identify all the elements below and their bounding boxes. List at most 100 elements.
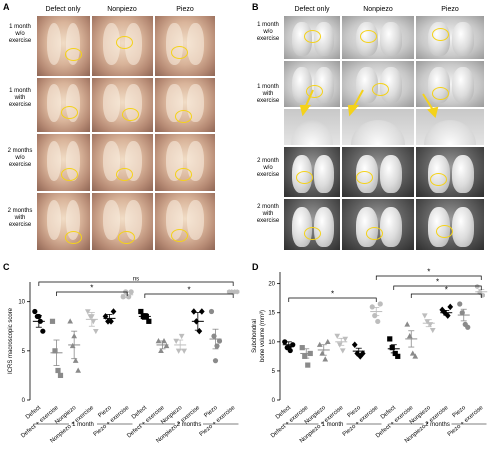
y-tick-label: 15 [268, 311, 275, 317]
data-point [212, 358, 219, 364]
data-point [55, 367, 61, 374]
data-point [342, 336, 349, 342]
data-point [72, 357, 79, 363]
ct-render [341, 198, 415, 251]
ct-render [283, 60, 341, 108]
significance-label: * [90, 284, 93, 293]
panel-b-row-3: 2 month w/o exercise [256, 158, 280, 178]
ct-cross-section [415, 108, 485, 146]
ct-render [415, 146, 485, 198]
y-tick-label: 5 [272, 369, 276, 375]
data-point [90, 319, 97, 325]
y-tick-label: 20 [268, 282, 275, 288]
data-point [409, 350, 416, 356]
data-point [406, 333, 413, 339]
data-point [447, 303, 454, 311]
panel-a-row-3: 2 months w/o exercise [7, 148, 33, 168]
data-point [163, 342, 170, 349]
data-point [57, 372, 64, 379]
ct-render [415, 15, 485, 60]
data-point [40, 328, 46, 334]
data-point [198, 308, 205, 315]
data-point [351, 341, 358, 348]
significance-label: ns [133, 277, 139, 283]
defect-circle-icon [432, 28, 449, 41]
data-point [457, 301, 463, 307]
data-point [216, 338, 223, 344]
panel-a-row-4: 2 months with exercise [7, 208, 33, 228]
significance-bracket [288, 297, 377, 302]
defect-circle-icon [175, 168, 192, 181]
data-point [32, 308, 38, 315]
knee-photo [91, 77, 154, 133]
data-point [392, 350, 398, 357]
panel-b-row-2: 1 month with exercise [256, 84, 280, 104]
zoom-arrow-head-icon [299, 105, 311, 117]
defect-circle-icon [296, 171, 313, 184]
knee-photo [154, 192, 216, 251]
data-point [190, 308, 197, 315]
data-point [389, 345, 395, 351]
ct-render [283, 15, 341, 60]
defect-circle-icon [432, 87, 449, 100]
panel-b-col-defect: Defect only [294, 6, 330, 13]
panel-b-col-piezo: Piezo [441, 6, 459, 13]
y-tick-label: 10 [18, 300, 25, 306]
significance-label: * [445, 286, 448, 295]
data-point [75, 367, 82, 373]
panel-a-row-2: 1 month with exercise [8, 88, 32, 108]
knee-photo [36, 15, 91, 77]
significance-bracket [410, 293, 482, 298]
y-axis-label: Subchondral [252, 319, 258, 353]
significance-label: * [436, 278, 439, 287]
data-point [375, 318, 381, 325]
data-point [359, 350, 366, 357]
defect-circle-icon [171, 46, 188, 59]
defect-circle-icon [122, 108, 139, 121]
ct-cross-section [341, 108, 415, 146]
significance-bracket [56, 291, 128, 296]
knee-photo [36, 192, 91, 251]
panel-b-row-4: 2 month with exercise [256, 204, 280, 224]
defect-circle-icon [360, 30, 377, 43]
significance-bracket [38, 281, 234, 286]
data-point [429, 327, 436, 334]
data-point [110, 308, 117, 315]
data-point [92, 328, 99, 335]
knee-photo [36, 133, 91, 192]
significance-bracket [393, 285, 482, 290]
data-point [196, 327, 203, 335]
data-point [387, 336, 393, 342]
defect-circle-icon [116, 168, 133, 181]
group-label: 1 month [322, 422, 344, 428]
knee-photo [91, 192, 154, 251]
data-point [444, 312, 451, 319]
group-label: 1 month [72, 422, 94, 428]
y-axis-label: bone volume (mm³) [260, 310, 266, 362]
defect-circle-icon [356, 171, 373, 184]
significance-label: * [187, 286, 190, 295]
data-point [395, 353, 401, 359]
panel-c-label: C [3, 262, 10, 272]
data-point [465, 324, 471, 330]
data-point [158, 347, 164, 354]
y-tick-label: 5 [22, 349, 26, 355]
panel-a-col-piezo: Piezo [176, 6, 194, 13]
significance-label: * [331, 290, 334, 299]
defect-circle-icon [366, 227, 383, 240]
chart-d-bone-volume: 0 5 10 15 20 Subchondral bone volume (mm³) * * * *… [252, 268, 488, 445]
ct-render [415, 198, 485, 251]
defect-circle-icon [436, 225, 453, 238]
y-axis-label: ICRS macroscopic score [8, 307, 14, 374]
group-label: 2 months [177, 422, 202, 428]
data-point [173, 338, 180, 344]
data-point [299, 345, 305, 351]
data-point [404, 321, 411, 327]
defect-circle-icon [430, 173, 447, 186]
data-point [67, 318, 74, 324]
data-point [369, 304, 375, 310]
panel-a-label: A [3, 2, 10, 12]
defect-circle-icon [171, 229, 188, 242]
defect-circle-icon [175, 110, 192, 123]
data-point [178, 333, 185, 340]
